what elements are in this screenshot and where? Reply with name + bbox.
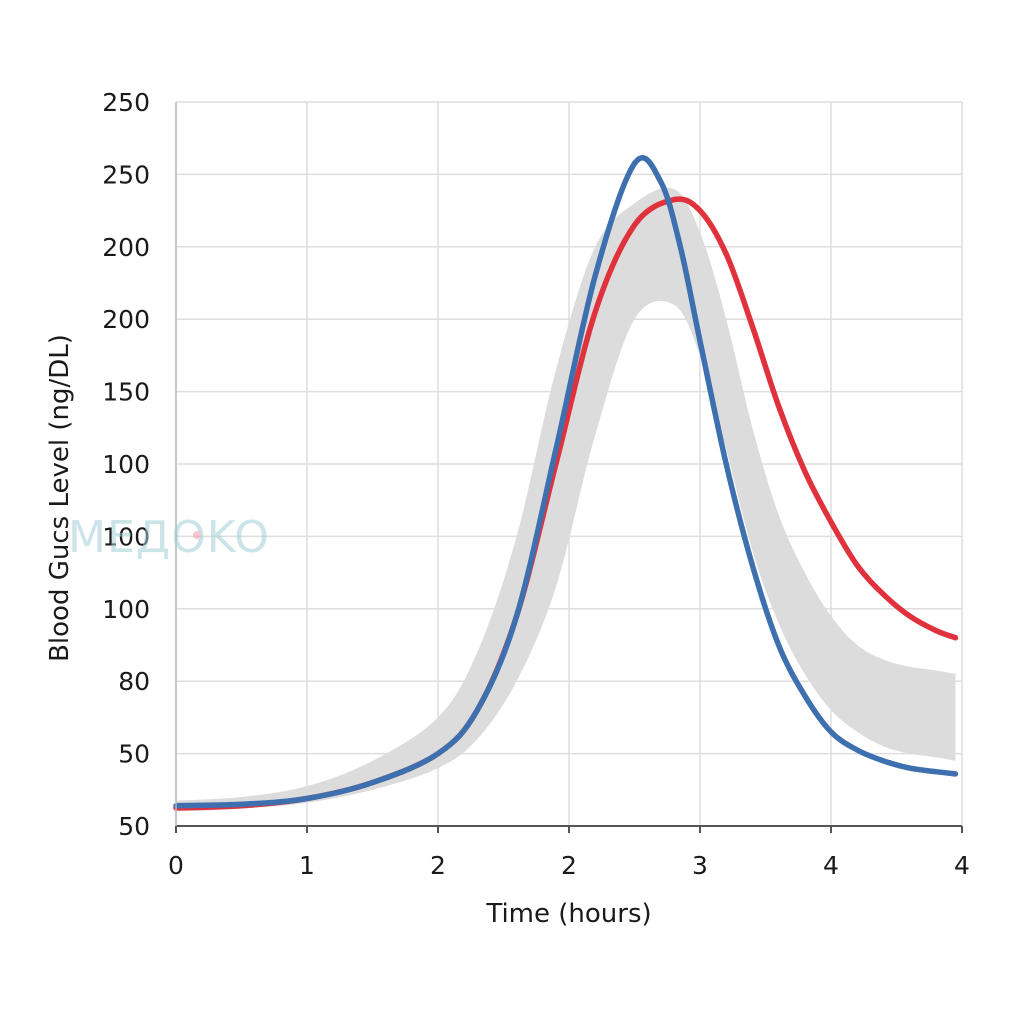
y-tick-label: 100	[102, 450, 150, 479]
y-tick-labels: 250 250 200 200 150 100 100 100 80 50 50	[102, 88, 150, 841]
y-tick-label: 100	[102, 522, 150, 551]
confidence-band	[176, 187, 956, 812]
watermark-dot-icon	[193, 531, 201, 539]
y-tick-label: 50	[118, 812, 150, 841]
y-tick-label: 250	[102, 88, 150, 117]
series-line-blue	[173, 155, 959, 809]
y-tick-label: 50	[118, 740, 150, 769]
x-tick-label: 3	[692, 851, 708, 880]
x-tick-label: 1	[299, 851, 315, 880]
confidence-band-area	[176, 187, 956, 812]
x-tick-label: 4	[954, 851, 970, 880]
y-tick-label: 200	[102, 233, 150, 262]
y-axis-title: Blood Gucs Level (ng/DL)	[45, 334, 75, 662]
y-tick-label: 80	[118, 667, 150, 696]
watermark-text: MEДOKO	[68, 512, 270, 563]
series-lines	[173, 155, 959, 811]
x-tick-label: 2	[430, 851, 446, 880]
x-tick-label: 2	[561, 851, 577, 880]
y-tick-label: 150	[102, 378, 150, 407]
watermark-logo: MEДOKO	[68, 512, 270, 563]
y-tick-label: 250	[102, 160, 150, 189]
x-axis-title: Time (hours)	[485, 899, 651, 929]
x-tick-labels: 0 1 2 2 3 4 4	[168, 826, 970, 880]
x-tick-label: 0	[168, 851, 184, 880]
x-tick-label: 4	[823, 851, 839, 880]
y-tick-label: 100	[102, 595, 150, 624]
y-tick-label: 200	[102, 305, 150, 334]
